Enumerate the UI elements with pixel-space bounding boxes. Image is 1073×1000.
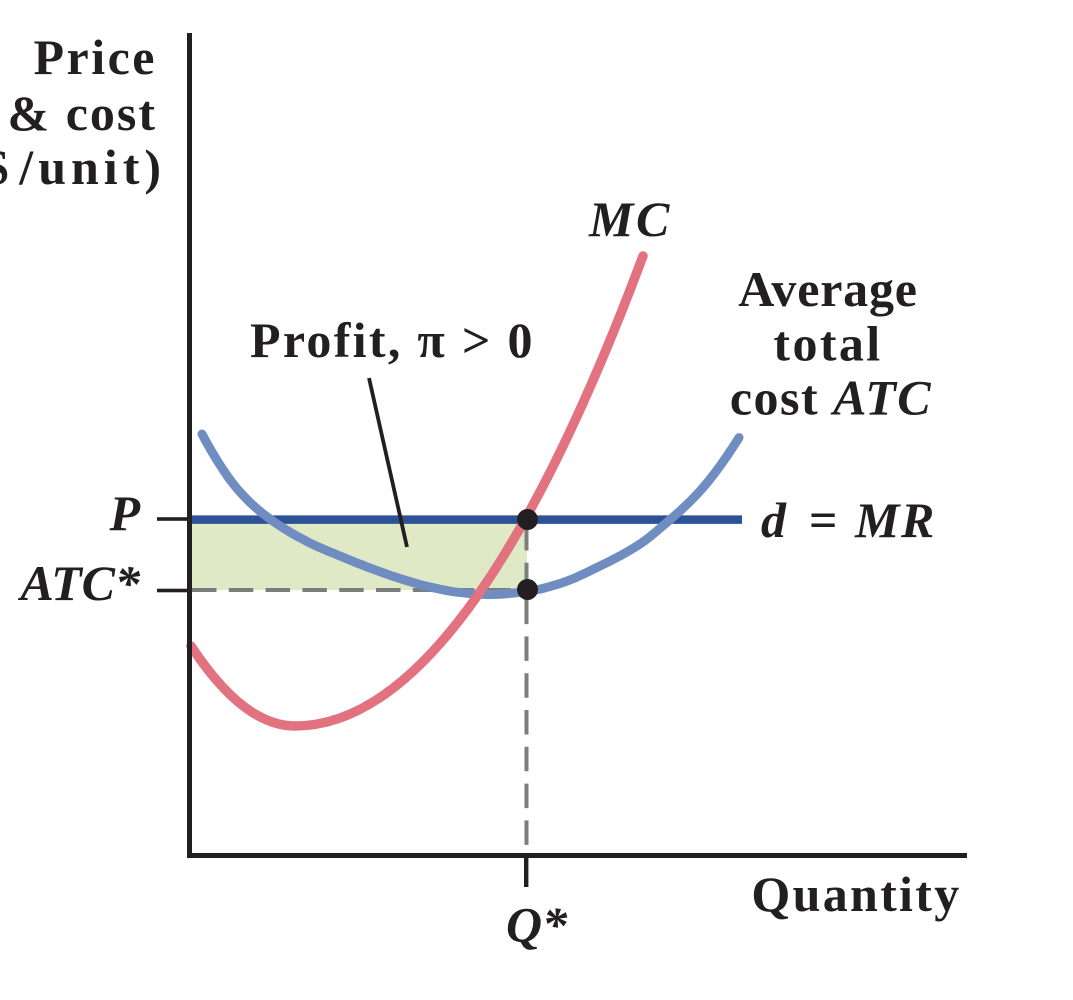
svg-text:P: P <box>108 485 140 541</box>
svg-text:cost ATC: cost ATC <box>730 370 932 426</box>
svg-text:Q*: Q* <box>506 897 568 953</box>
svg-text:Average: Average <box>738 261 918 317</box>
svg-text:($: ($ <box>0 139 11 195</box>
svg-text:Price: Price <box>33 29 157 85</box>
svg-text:MC: MC <box>588 191 672 247</box>
svg-text:/unit): /unit) <box>18 139 166 195</box>
svg-text:Profit, π > 0: Profit, π > 0 <box>250 312 535 368</box>
svg-text:d=MR: d = MR <box>761 492 936 548</box>
svg-text:& cost: & cost <box>8 85 157 141</box>
svg-text:total: total <box>773 316 882 372</box>
svg-text:Quantity: Quantity <box>751 866 961 922</box>
svg-text:ATC*: ATC* <box>18 555 141 611</box>
